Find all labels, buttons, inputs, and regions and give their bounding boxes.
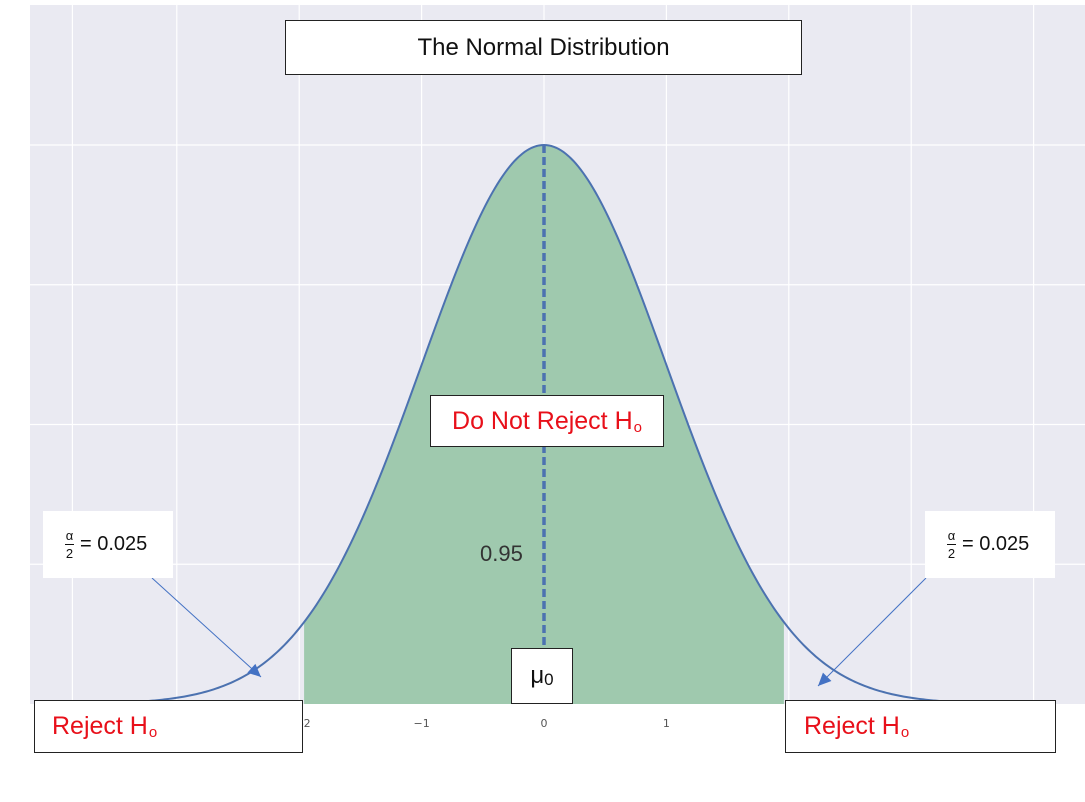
x-tick-labels: -2 −1 0 1 [300,717,670,730]
alpha-half-left-label: α 2 = 0.025 [43,511,173,578]
chart-title: The Normal Distribution [285,20,802,75]
alpha-fraction-right: α 2 [947,529,956,560]
reject-left-subscript: o [148,724,158,741]
x-tick-label: −1 [413,717,429,730]
x-tick-label: -2 [300,717,311,730]
reject-left-text: Reject H [52,712,148,740]
mean-subscript: 0 [544,670,554,689]
mean-symbol: μ [530,662,545,689]
alpha-numerator-right: α [947,528,956,543]
alpha-denominator-left: 2 [65,546,74,561]
alpha-value-right: = 0.025 [962,533,1030,555]
x-tick-label: 0 [541,717,548,730]
center-area-label: 0.95 [480,541,523,566]
alpha-denominator-right: 2 [947,546,956,561]
alpha-arrows [151,577,927,687]
alpha-half-right-label: α 2 = 0.025 [925,511,1055,578]
fraction-bar-right [947,544,956,545]
alpha-numerator-left: α [65,528,74,543]
do-not-reject-text: Do Not Reject H [452,406,633,435]
x-tick-label: 1 [663,717,670,730]
alpha-value-left: = 0.025 [80,533,148,555]
arrow-right-tail [817,577,927,687]
reject-right-text: Reject H [804,712,900,740]
reject-right-subscript: o [900,724,910,741]
alpha-fraction-left: α 2 [65,529,74,560]
fraction-bar-left [65,544,74,545]
arrow-left-tail [151,577,262,678]
chart-title-text: The Normal Distribution [417,33,670,61]
do-not-reject-subscript: o [633,418,642,436]
